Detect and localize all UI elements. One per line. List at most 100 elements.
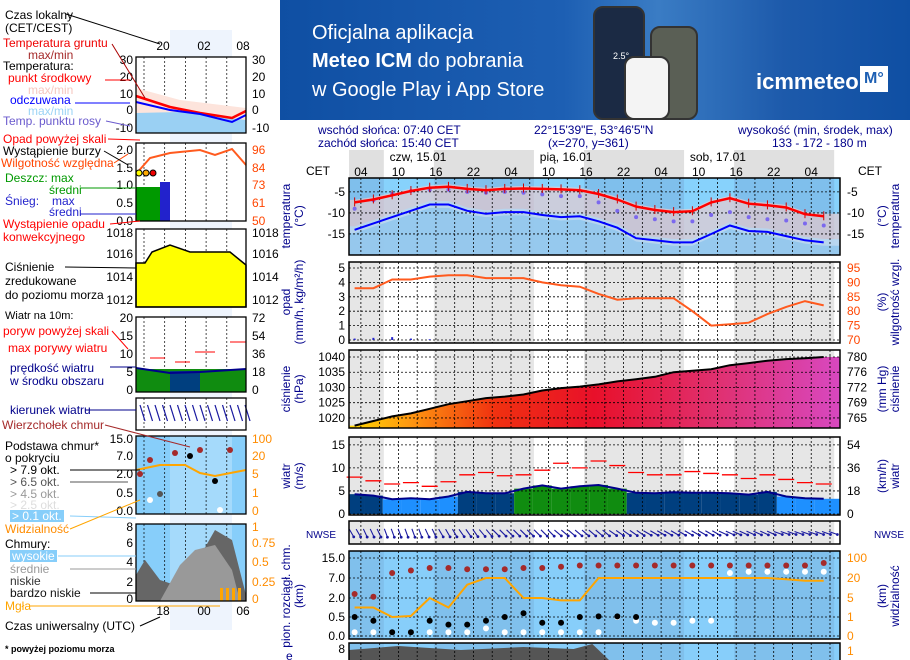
- mini-wind-tick: 20: [120, 311, 134, 325]
- mini-temp-tick-right: 0: [252, 103, 259, 117]
- legend-convective: Wystąpienie opadu: [3, 217, 105, 231]
- hour-label: 10: [692, 165, 706, 179]
- mini-fog-bar: [238, 588, 241, 601]
- precip-tick: 5: [338, 261, 345, 275]
- temp-tick-right: -5: [847, 185, 858, 199]
- cloud-top-dot: [614, 562, 621, 569]
- mini-kmh-tick: 54: [252, 329, 266, 343]
- mmhg-axis-label: (mm Hg)ciśnienie: [875, 365, 902, 412]
- time-header-day: [533, 150, 584, 178]
- wind-speed-bar: [720, 493, 740, 514]
- wind-arrow-head: [739, 533, 743, 537]
- hour-label: 10: [542, 165, 556, 179]
- mini-wind-arrow: [214, 404, 221, 422]
- wind-arrow-head: [760, 533, 763, 537]
- wind-arrow: [622, 529, 631, 537]
- wind-arrow: [595, 529, 603, 537]
- wind-arrow-head: [829, 533, 832, 536]
- wind-arrow-head: [780, 533, 784, 536]
- wind-arrow-head: [352, 535, 356, 539]
- mmhg-tick: 776: [847, 365, 867, 379]
- wind-arrow: [615, 529, 624, 537]
- wind-speed-bar: [364, 495, 383, 514]
- precip-tick: 4: [338, 275, 345, 289]
- legend-temp: Temperatura:: [3, 59, 74, 73]
- wind-arrow: [472, 528, 479, 538]
- mini-cloud-dot: [147, 497, 153, 503]
- pressure-tick: 1025: [318, 396, 345, 410]
- cloud-base-sparse-dot: [651, 619, 658, 626]
- wind-arrow-head: [545, 534, 549, 538]
- legend-rain: Deszcz: max: [5, 172, 74, 184]
- mini-snow-bar: [160, 182, 170, 221]
- mini-direction-night: [170, 398, 232, 430]
- temperature-axis-label-right: (°C)temperatura: [875, 183, 902, 248]
- cloud-base-sparse-dot: [689, 617, 696, 624]
- wind-arrow: [780, 530, 790, 536]
- mini-cloud-frame: [135, 435, 247, 515]
- mini-frac-tick: 0.75: [252, 536, 276, 550]
- kmh-axis-label: (km/h)wiatr: [875, 459, 902, 493]
- visibility-line: [354, 577, 824, 619]
- wind-arrow-head: [594, 534, 598, 538]
- mini-press-tick-right: 1016: [252, 247, 279, 261]
- mini-wind-line: [135, 367, 247, 375]
- day-label: sob, 17.01: [690, 150, 746, 164]
- wind-arrow-head: [359, 535, 363, 539]
- wind-arrow: [711, 530, 721, 536]
- cloud-base-sparse-dot: [801, 568, 808, 575]
- cloud-top-dot: [820, 560, 827, 566]
- wind-arrow: [554, 529, 562, 537]
- wind-arrow-head: [441, 535, 445, 539]
- visibility-tick: 20: [847, 571, 861, 585]
- legend-rain-avg: średni: [49, 183, 82, 197]
- wind-arrow: [526, 529, 534, 537]
- cloud-top-dot: [501, 566, 508, 573]
- dew-point-dot: [652, 217, 657, 222]
- app-promo-banner[interactable]: Oficjalna aplikacja Meteo ICM do pobrani…: [280, 0, 910, 120]
- wind-speed-bar: [683, 492, 702, 514]
- wind-arrow-head: [379, 535, 383, 539]
- mini-vis-tick: 20: [252, 449, 266, 463]
- mini-rh-tick: 61: [252, 196, 266, 210]
- temperature-axis-label: temperatura(°C): [279, 183, 306, 248]
- cloud-base-sparse-dot: [726, 570, 733, 576]
- cloud-top-dot: [464, 566, 471, 573]
- cloud-base-dense-dot: [351, 614, 358, 620]
- mmhg-tick: 765: [847, 411, 867, 425]
- dew-point-dot: [596, 200, 601, 205]
- wind-arrow: [821, 530, 831, 536]
- wind-arrow: [629, 529, 638, 537]
- mini-wind-arrow: [154, 404, 161, 422]
- legend-connector: [104, 424, 191, 448]
- mini-vis-tick: 5: [252, 467, 259, 481]
- wind-speed-bar: [795, 498, 815, 514]
- wind-arrow-head: [642, 534, 646, 537]
- humidity-tick: 85: [847, 290, 861, 304]
- mini-cov-tick: 2: [126, 575, 133, 589]
- wind-arrow: [397, 528, 402, 538]
- wind-arrow: [698, 530, 707, 536]
- mini-wind-frame: [135, 316, 247, 393]
- mmhg-tick: 769: [847, 396, 867, 410]
- precip-panel-day-band: [533, 262, 584, 343]
- mini-utc-time: 00: [197, 604, 211, 618]
- wind-arrow: [766, 530, 776, 536]
- hour-label: 04: [805, 165, 819, 179]
- wind-arrow: [383, 528, 388, 538]
- legend-feels-mm: max/min: [28, 104, 74, 118]
- cloud-top-dot: [633, 562, 640, 569]
- mini-temp-frame: [135, 56, 247, 134]
- wind-arrow-head: [462, 535, 466, 539]
- cloud-cover-panel-day-band: [684, 643, 735, 660]
- mini-cloud-tick: 2.0: [116, 467, 133, 481]
- wind-arrow-head: [835, 533, 839, 536]
- mini-temp-tick: 20: [120, 70, 134, 84]
- coordinates: 22°15'39"E, 53°46'5"N: [534, 123, 654, 137]
- wind-speed-bar: [457, 491, 477, 514]
- wind-panel-frame: [348, 436, 841, 516]
- wind-arrow: [602, 529, 610, 537]
- timezone-label-left: CET: [306, 164, 331, 178]
- wind-speed-bar: [349, 494, 365, 514]
- wind-arrow-head: [392, 535, 396, 539]
